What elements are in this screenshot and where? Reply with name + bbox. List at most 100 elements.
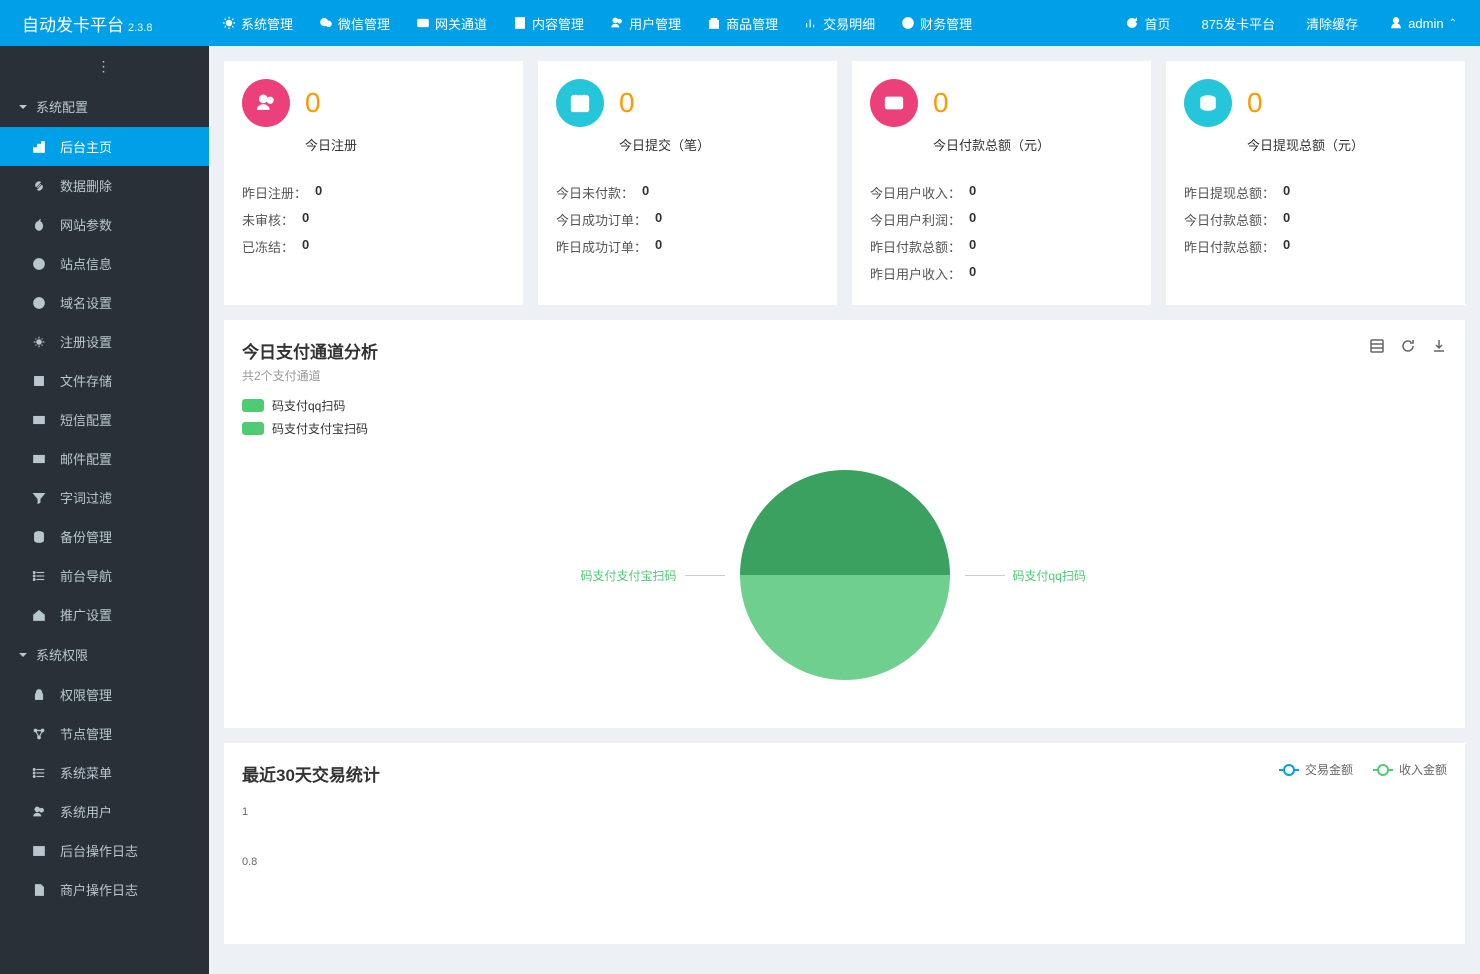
sidebar-item-label: 短信配置 — [60, 410, 112, 429]
topnav-item[interactable]: 交易明细 — [791, 0, 888, 46]
card-stat-label: 今日未付款： — [556, 183, 634, 202]
topnav-item[interactable]: 系统管理 — [209, 0, 306, 46]
sidebar-item[interactable]: 后台操作日志 — [0, 831, 209, 870]
sidebar-item[interactable]: 邮件配置 — [0, 439, 209, 478]
sidebar-item[interactable]: 后台主页 — [0, 127, 209, 166]
sidebar-item-label: 后台操作日志 — [60, 841, 138, 860]
card-stat-value: 0 — [315, 183, 322, 202]
card-icon — [1184, 79, 1232, 127]
card-number: 0 — [619, 87, 635, 119]
topnav-label: 网关通道 — [435, 14, 487, 33]
sidebar-item-label: 文件存储 — [60, 371, 112, 390]
sidebar-item[interactable]: 系统菜单 — [0, 753, 209, 792]
sidebar-item-label: 域名设置 — [60, 293, 112, 312]
sidebar: ⋮ 系统配置 后台主页数据删除网站参数站点信息域名设置注册设置文件存储短信配置邮… — [0, 46, 209, 974]
line-legend-label: 收入金额 — [1399, 761, 1447, 778]
download-icon[interactable] — [1431, 338, 1447, 354]
sidebar-section-label: 系统权限 — [36, 645, 88, 664]
sidebar-item[interactable]: 前台导航 — [0, 556, 209, 595]
topnav-right-item[interactable]: 清除缓存 — [1298, 0, 1366, 46]
card-number: 0 — [305, 87, 321, 119]
card-stat-label: 今日付款总额： — [1184, 210, 1275, 229]
card-stat-value: 0 — [302, 210, 309, 229]
topnav-right-item[interactable]: 首页 — [1117, 0, 1178, 46]
card-stat-label: 昨日付款总额： — [1184, 237, 1275, 256]
pie-slice-label-right: 码支付qq扫码 — [965, 567, 1086, 584]
line-panel: 最近30天交易统计 交易金额收入金额 1 0.8 — [224, 743, 1465, 944]
card-icon — [870, 79, 918, 127]
topnav-item[interactable]: 用户管理 — [597, 0, 694, 46]
card-icon — [242, 79, 290, 127]
sidebar-item[interactable]: 字词过滤 — [0, 478, 209, 517]
card-stat-row: 已冻结： 0 — [242, 233, 505, 260]
legend-label: 码支付支付宝扫码 — [272, 420, 368, 437]
topnav-right-item[interactable]: 875发卡平台 — [1193, 0, 1283, 46]
sidebar-item-label: 前台导航 — [60, 566, 112, 585]
sidebar-item[interactable]: 文件存储 — [0, 361, 209, 400]
card-stat-label: 昨日付款总额： — [870, 237, 961, 256]
sidebar-item[interactable]: 系统用户 — [0, 792, 209, 831]
stat-card: 0 今日提现总额（元） 昨日提现总额：0今日付款总额：0昨日付款总额：0 — [1166, 61, 1465, 305]
sidebar-item[interactable]: 站点信息 — [0, 244, 209, 283]
sidebar-item[interactable]: 网站参数 — [0, 205, 209, 244]
sidebar-item-label: 注册设置 — [60, 332, 112, 351]
sidebar-item[interactable]: 域名设置 — [0, 283, 209, 322]
card-stat-value: 0 — [302, 237, 309, 256]
topnav-item[interactable]: 商品管理 — [694, 0, 791, 46]
card-stat-row: 今日用户利润：0 — [870, 206, 1133, 233]
refresh-icon[interactable] — [1400, 338, 1416, 354]
sidebar-item-label: 字词过滤 — [60, 488, 112, 507]
topnav-item[interactable]: 网关通道 — [403, 0, 500, 46]
data-view-icon[interactable] — [1369, 338, 1385, 354]
pie-slice-label-left: 码支付支付宝扫码 — [580, 567, 724, 584]
sidebar-item[interactable]: 备份管理 — [0, 517, 209, 556]
card-stat-value: 0 — [1283, 183, 1290, 202]
sidebar-item[interactable]: 商户操作日志 — [0, 870, 209, 909]
card-label: 今日注册 — [242, 135, 505, 154]
sidebar-item[interactable]: 短信配置 — [0, 400, 209, 439]
sidebar-item[interactable]: 推广设置 — [0, 595, 209, 634]
sidebar-item-label: 数据删除 — [60, 176, 112, 195]
card-stat-label: 今日用户利润： — [870, 210, 961, 229]
line-legend-item: 交易金额 — [1279, 761, 1353, 778]
topnav-right-item[interactable]: admin⌃ — [1381, 0, 1465, 46]
line-chart: 1 0.8 — [242, 806, 1447, 926]
sidebar-section-system-auth[interactable]: 系统权限 — [0, 634, 209, 675]
sidebar-section-system-config[interactable]: 系统配置 — [0, 86, 209, 127]
line-legend-item: 收入金额 — [1373, 761, 1447, 778]
sidebar-toggle[interactable]: ⋮ — [0, 46, 209, 86]
topnav-item[interactable]: ¥财务管理 — [888, 0, 985, 46]
stat-card: 0 今日付款总额（元） 今日用户收入：0今日用户利润：0昨日付款总额：0昨日用户… — [852, 61, 1151, 305]
logo-text: 自动发卡平台 — [22, 11, 124, 36]
y-label: 1 — [242, 806, 248, 818]
sidebar-item-label: 系统用户 — [60, 802, 112, 821]
sidebar-item[interactable]: 注册设置 — [0, 322, 209, 361]
card-stat-row: 今日付款总额：0 — [1184, 206, 1447, 233]
sidebar-item-label: 网站参数 — [60, 215, 112, 234]
sidebar-item-label: 权限管理 — [60, 685, 112, 704]
topnav-label: 用户管理 — [629, 14, 681, 33]
card-stat-label: 昨日提现总额： — [1184, 183, 1275, 202]
line-marker — [1279, 769, 1299, 771]
sidebar-item[interactable]: 节点管理 — [0, 714, 209, 753]
sidebar-item[interactable]: 权限管理 — [0, 675, 209, 714]
card-stat-row: 今日未付款：0 — [556, 179, 819, 206]
topbar: 自动发卡平台 2.3.8 系统管理微信管理网关通道内容管理用户管理商品管理交易明… — [0, 0, 1480, 46]
card-stat-label: 昨日用户收入： — [870, 264, 961, 283]
topnav-item[interactable]: 内容管理 — [500, 0, 597, 46]
card-icon — [556, 79, 604, 127]
panel-tools — [1369, 338, 1447, 354]
line-legend: 交易金额 收入金额 — [1279, 761, 1447, 778]
card-stat-row: 今日用户收入：0 — [870, 179, 1133, 206]
pie-legend: 码支付qq扫码码支付支付宝扫码 — [242, 394, 378, 440]
card-stat-value: 0 — [969, 183, 976, 202]
card-stat-label: 昨日注册： — [242, 183, 307, 202]
topnav-item[interactable]: 微信管理 — [306, 0, 403, 46]
card-stat-value: 0 — [969, 237, 976, 256]
card-stat-label: 已冻结： — [242, 237, 294, 256]
sidebar-item[interactable]: 数据删除 — [0, 166, 209, 205]
y-label: 0.8 — [242, 856, 257, 868]
card-stat-row: 未审核：0 — [242, 206, 505, 233]
sidebar-item-label: 商户操作日志 — [60, 880, 138, 899]
card-stat-row: 昨日提现总额： 0 — [1184, 179, 1447, 206]
